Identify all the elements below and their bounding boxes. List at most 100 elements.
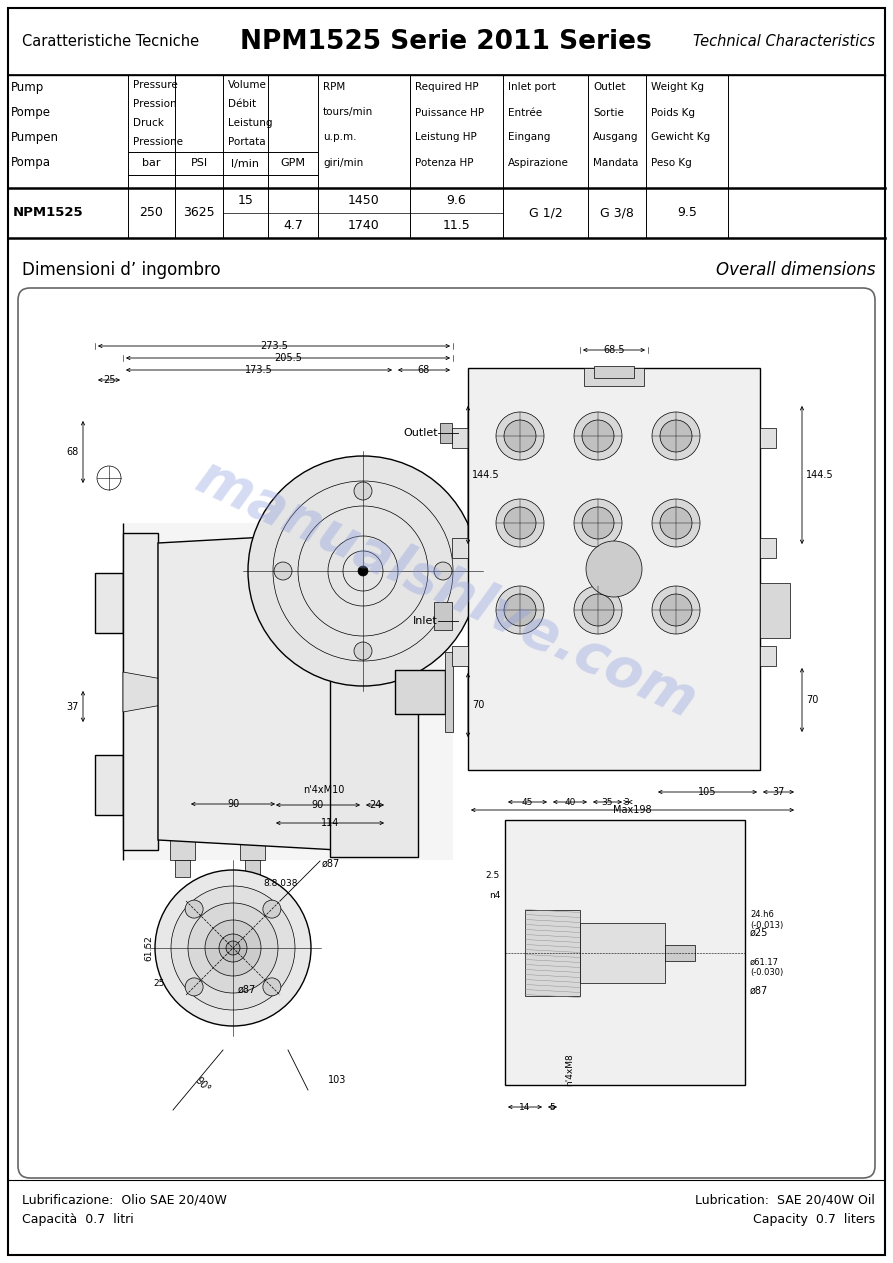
Text: Pompa: Pompa bbox=[11, 157, 51, 169]
Circle shape bbox=[652, 586, 700, 634]
Bar bbox=[434, 602, 452, 630]
Circle shape bbox=[652, 412, 700, 460]
Text: 3: 3 bbox=[623, 798, 630, 807]
Bar bbox=[760, 428, 776, 448]
Circle shape bbox=[354, 482, 372, 500]
Text: 45: 45 bbox=[522, 798, 533, 807]
Text: n'4xM8: n'4xM8 bbox=[565, 1053, 574, 1086]
Bar bbox=[760, 645, 776, 666]
Text: RPM: RPM bbox=[323, 82, 346, 92]
Text: bar: bar bbox=[142, 158, 161, 168]
Text: G 3/8: G 3/8 bbox=[600, 206, 634, 220]
Text: GPM: GPM bbox=[280, 158, 305, 168]
Circle shape bbox=[188, 903, 278, 993]
Bar bbox=[170, 837, 195, 860]
Text: 70: 70 bbox=[806, 695, 818, 705]
Text: Puissance HP: Puissance HP bbox=[415, 107, 484, 117]
Text: Required HP: Required HP bbox=[415, 82, 479, 92]
Text: 9.6: 9.6 bbox=[446, 195, 466, 207]
Bar bbox=[95, 755, 123, 815]
Bar bbox=[594, 366, 634, 378]
Text: 90: 90 bbox=[312, 799, 324, 810]
Text: ø87: ø87 bbox=[750, 985, 768, 995]
Circle shape bbox=[504, 421, 536, 452]
Text: Lubrificazione:  Olio SAE 20/40W: Lubrificazione: Olio SAE 20/40W bbox=[22, 1194, 227, 1206]
Text: Pumpen: Pumpen bbox=[11, 131, 59, 144]
Text: n4: n4 bbox=[488, 890, 500, 899]
Text: Pressione: Pressione bbox=[133, 138, 183, 148]
Text: 105: 105 bbox=[698, 787, 717, 797]
Text: 40: 40 bbox=[564, 798, 576, 807]
Polygon shape bbox=[123, 523, 453, 860]
Text: 144.5: 144.5 bbox=[806, 470, 834, 480]
Circle shape bbox=[263, 978, 281, 997]
Circle shape bbox=[582, 594, 614, 626]
Text: 273.5: 273.5 bbox=[260, 341, 288, 351]
Bar bbox=[452, 428, 468, 448]
Text: 8.8.038: 8.8.038 bbox=[263, 879, 297, 888]
Bar bbox=[245, 860, 260, 875]
Text: 15: 15 bbox=[238, 195, 254, 207]
Text: Potenza HP: Potenza HP bbox=[415, 158, 473, 168]
Circle shape bbox=[496, 586, 544, 634]
Text: 68: 68 bbox=[67, 447, 79, 457]
Text: 68: 68 bbox=[418, 365, 430, 375]
Circle shape bbox=[660, 594, 692, 626]
Text: 173.5: 173.5 bbox=[245, 365, 273, 375]
Circle shape bbox=[205, 919, 261, 976]
Text: u.p.m.: u.p.m. bbox=[323, 133, 356, 143]
Bar bbox=[665, 945, 695, 960]
Bar bbox=[395, 669, 445, 714]
Text: Pump: Pump bbox=[11, 81, 45, 93]
Text: NPM1525 Serie 2011 Series: NPM1525 Serie 2011 Series bbox=[240, 29, 652, 56]
Circle shape bbox=[586, 541, 642, 597]
Text: Portata: Portata bbox=[228, 138, 265, 148]
Text: n'4xM10: n'4xM10 bbox=[303, 786, 345, 794]
Circle shape bbox=[354, 642, 372, 661]
Text: Dimensioni d’ ingombro: Dimensioni d’ ingombro bbox=[22, 261, 221, 279]
Text: 4.7: 4.7 bbox=[283, 218, 303, 232]
Text: 1450: 1450 bbox=[348, 195, 380, 207]
Text: 25: 25 bbox=[103, 375, 115, 385]
Text: Capacity  0.7  liters: Capacity 0.7 liters bbox=[753, 1214, 875, 1226]
Bar bbox=[580, 922, 665, 983]
Text: 90°: 90° bbox=[194, 1076, 213, 1095]
Text: tours/min: tours/min bbox=[323, 107, 373, 117]
Circle shape bbox=[574, 412, 622, 460]
Text: Overall dimensions: Overall dimensions bbox=[715, 261, 875, 279]
Text: 24: 24 bbox=[369, 799, 381, 810]
Text: manualshlve.com: manualshlve.com bbox=[188, 450, 705, 730]
Circle shape bbox=[574, 586, 622, 634]
Circle shape bbox=[496, 499, 544, 547]
FancyBboxPatch shape bbox=[18, 288, 875, 1178]
Circle shape bbox=[574, 499, 622, 547]
Text: Sortie: Sortie bbox=[593, 107, 624, 117]
Bar bbox=[95, 573, 123, 633]
Text: G 1/2: G 1/2 bbox=[529, 206, 563, 220]
Text: 24.h6
(-0.013): 24.h6 (-0.013) bbox=[750, 911, 783, 930]
Text: 90: 90 bbox=[227, 799, 239, 810]
Text: Outlet: Outlet bbox=[404, 428, 438, 438]
Bar bbox=[584, 368, 644, 386]
Circle shape bbox=[185, 901, 203, 918]
Text: Outlet: Outlet bbox=[593, 82, 625, 92]
Text: 205.5: 205.5 bbox=[274, 352, 302, 362]
Circle shape bbox=[504, 594, 536, 626]
Circle shape bbox=[652, 499, 700, 547]
Bar bbox=[760, 538, 776, 558]
Text: Gewicht Kg: Gewicht Kg bbox=[651, 133, 710, 143]
Text: Pression: Pression bbox=[133, 99, 177, 109]
Text: 144.5: 144.5 bbox=[472, 470, 499, 480]
Text: 9.5: 9.5 bbox=[677, 206, 697, 220]
Circle shape bbox=[496, 412, 544, 460]
Text: 114: 114 bbox=[321, 818, 339, 829]
Text: Technical Characteristics: Technical Characteristics bbox=[693, 34, 875, 49]
Polygon shape bbox=[123, 672, 190, 712]
Text: 68.5: 68.5 bbox=[604, 345, 625, 355]
Bar bbox=[440, 423, 452, 443]
Circle shape bbox=[660, 506, 692, 539]
Circle shape bbox=[504, 506, 536, 539]
Text: Eingang: Eingang bbox=[508, 133, 550, 143]
Bar bbox=[240, 837, 265, 860]
Text: Peso Kg: Peso Kg bbox=[651, 158, 692, 168]
